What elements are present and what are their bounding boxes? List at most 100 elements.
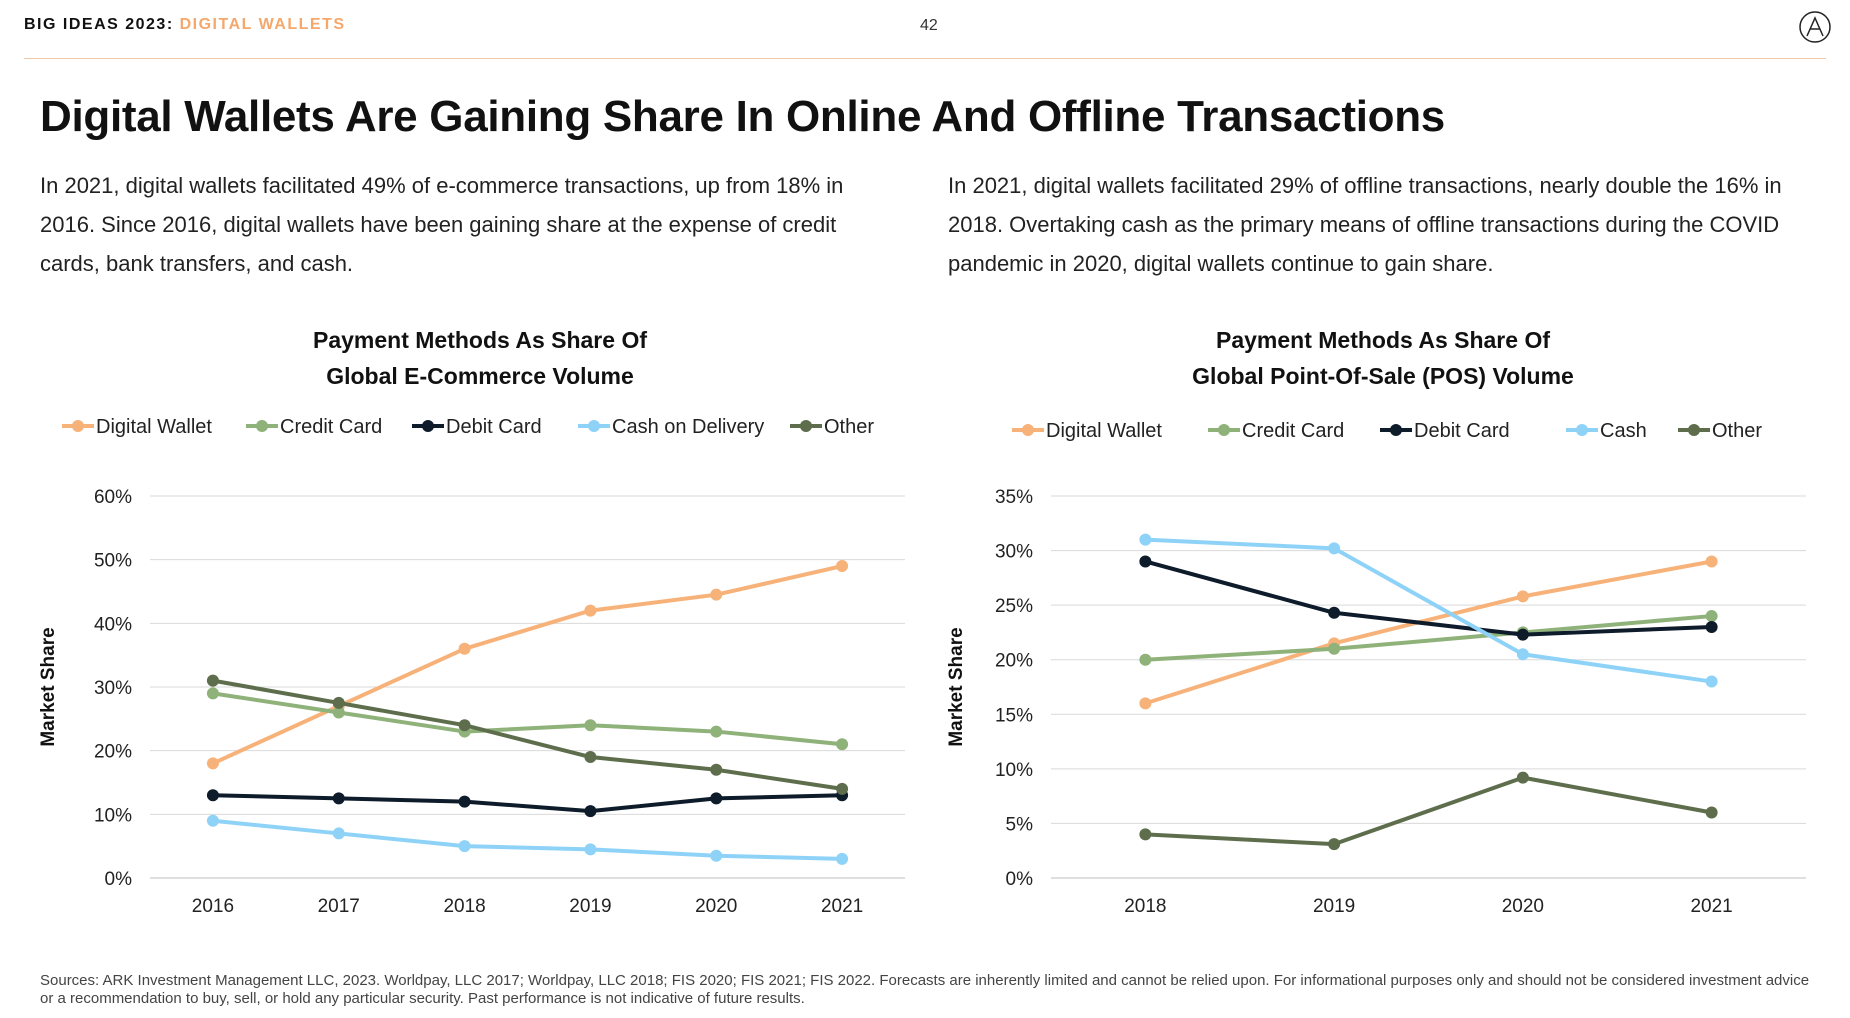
data-point [1328, 642, 1341, 655]
legend-item-other: Other [790, 416, 874, 438]
legend-item-debit-card: Debit Card [412, 416, 542, 438]
legend-swatch-marker [800, 420, 812, 432]
series-line [210, 678, 845, 791]
data-point [1705, 555, 1718, 568]
data-point [332, 696, 345, 709]
series-digital-wallet [206, 560, 849, 770]
data-point [710, 763, 723, 776]
data-point [584, 719, 597, 732]
y-tick-label: 35% [995, 487, 1033, 508]
data-point [836, 738, 849, 751]
legend-item-credit-card: Credit Card [246, 416, 382, 438]
data-point [1328, 838, 1341, 851]
series-line [210, 818, 845, 861]
chart-ecommerce-svg: Payment Methods As Share Of Global E-Comm… [40, 327, 905, 917]
data-point [458, 719, 471, 732]
data-point [458, 795, 471, 808]
y-tick-label: 15% [995, 705, 1033, 726]
legend-item-digital-wallet: Digital Wallet [62, 416, 212, 438]
legend-label: Credit Card [1242, 420, 1344, 442]
series-credit-card [206, 687, 849, 751]
legend-swatch-marker [1576, 424, 1588, 436]
data-point [458, 642, 471, 655]
y-tick-label: 25% [995, 596, 1033, 617]
y-tick-label: 10% [94, 805, 132, 826]
data-point [584, 843, 597, 856]
y-tick-label: 20% [94, 742, 132, 763]
legend-swatch-marker [422, 420, 434, 432]
data-point [1139, 555, 1152, 568]
data-point [1139, 533, 1152, 546]
data-point [584, 751, 597, 764]
data-point [710, 792, 723, 805]
chart-title-line-1: Payment Methods As Share Of [313, 327, 647, 353]
series-cash-on-delivery [206, 814, 849, 865]
data-point [206, 814, 219, 827]
legend-label: Debit Card [446, 416, 542, 438]
legend-label: Other [1712, 420, 1762, 442]
data-point [710, 725, 723, 738]
legend-swatch-marker [72, 420, 84, 432]
chart-pos: Payment Methods As Share Of Global Point-… [948, 318, 1818, 918]
legend-swatch-marker [1022, 424, 1034, 436]
x-tick-label: 2020 [1502, 896, 1544, 917]
data-point [1516, 628, 1529, 641]
legend-item-cash: Cash [1566, 420, 1647, 442]
y-tick-label: 0% [105, 869, 133, 890]
data-point [584, 604, 597, 617]
legend-label: Other [824, 416, 874, 438]
paragraph-ecommerce: In 2021, digital wallets facilitated 49%… [40, 173, 844, 276]
legend-item-cash-on-delivery: Cash on Delivery [578, 416, 764, 438]
legend-label: Cash on Delivery [612, 416, 764, 438]
header-series: DIGITAL WALLETS [179, 16, 346, 33]
data-point [1139, 697, 1152, 710]
series-other [206, 674, 849, 795]
data-point [206, 674, 219, 687]
data-point [332, 706, 345, 719]
data-point [836, 782, 849, 795]
y-axis-label: Market Share [948, 627, 967, 746]
legend-swatch-marker [588, 420, 600, 432]
page-header: BIG IDEAS 2023: DIGITAL WALLETS [24, 16, 346, 34]
data-point [1516, 771, 1529, 784]
legend-item-credit-card: Credit Card [1208, 420, 1344, 442]
y-tick-label: 0% [1006, 869, 1034, 890]
data-point [836, 560, 849, 573]
page-number: 42 [920, 17, 938, 34]
x-tick-label: 2019 [1313, 896, 1355, 917]
data-point [710, 849, 723, 862]
chart-ecommerce: Payment Methods As Share Of Global E-Comm… [40, 318, 920, 918]
legend-item-debit-card: Debit Card [1380, 420, 1510, 442]
data-point [1705, 620, 1718, 633]
x-tick-label: 2020 [695, 896, 737, 917]
y-tick-label: 30% [94, 678, 132, 699]
data-point [710, 588, 723, 601]
data-point [206, 687, 219, 700]
legend-swatch-marker [1688, 424, 1700, 436]
series-line [210, 564, 845, 766]
ark-logo-icon [1799, 11, 1831, 43]
y-tick-label: 40% [94, 614, 132, 635]
data-point [1705, 675, 1718, 688]
y-tick-label: 5% [1006, 814, 1034, 835]
legend-label: Digital Wallet [96, 416, 212, 438]
series-digital-wallet [1139, 555, 1718, 710]
series-debit-card [206, 789, 849, 818]
legend-label: Credit Card [280, 416, 382, 438]
series-line [210, 793, 845, 814]
data-point [1328, 606, 1341, 619]
data-point [1516, 648, 1529, 661]
legend-swatch-marker [1390, 424, 1402, 436]
legend-item-digital-wallet: Digital Wallet [1012, 420, 1162, 442]
chart-title-line-2: Global Point-Of-Sale (POS) Volume [1192, 363, 1574, 389]
header-prefix: BIG IDEAS 2023: [24, 16, 174, 33]
y-tick-label: 20% [995, 651, 1033, 672]
y-tick-label: 30% [995, 542, 1033, 563]
x-tick-label: 2021 [821, 896, 863, 917]
x-tick-label: 2021 [1690, 896, 1732, 917]
paragraph-pos: In 2021, digital wallets facilitated 29%… [948, 173, 1782, 276]
series-line [1143, 775, 1714, 847]
y-axis-label: Market Share [40, 627, 59, 746]
series-line [1143, 559, 1714, 706]
data-point [1705, 610, 1718, 623]
